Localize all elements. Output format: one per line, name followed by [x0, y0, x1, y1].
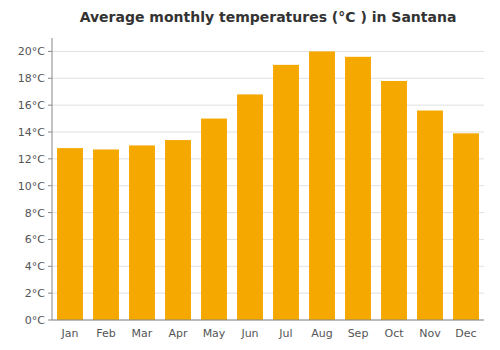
x-tick-label: Mar — [132, 327, 153, 340]
x-axis: Jan Feb Mar Apr May Jun Jul Aug Sep Oct Nov Dec — [52, 320, 484, 340]
y-tick — [48, 320, 52, 321]
bar — [273, 65, 299, 320]
y-tick-label: 18°C — [18, 72, 45, 85]
y-tick-label: 4°C — [25, 260, 45, 273]
y-tick — [48, 185, 52, 186]
grid-line — [52, 105, 484, 106]
bar — [201, 119, 227, 320]
y-tick — [48, 78, 52, 79]
bar — [129, 145, 155, 320]
y-axis: 0°C 2°C 4°C 6°C 8°C 10°C 12°C 14°C 16°C 18°C 20°C — [18, 38, 52, 327]
y-tick-label: 14°C — [18, 126, 45, 139]
x-tick-label: Jun — [240, 327, 258, 340]
bar — [237, 94, 263, 320]
x-axis-line — [52, 320, 484, 321]
y-tick-label: 0°C — [25, 314, 45, 327]
y-tick-label: 2°C — [25, 287, 45, 300]
y-tick — [48, 51, 52, 52]
y-axis-line — [52, 38, 53, 320]
x-tick-label: May — [203, 327, 226, 340]
y-tick — [48, 132, 52, 133]
grid — [52, 51, 484, 320]
x-tick-label: Sep — [348, 327, 369, 340]
bar — [309, 51, 335, 320]
chart-container: Average monthly temperatures (°C ) in Sa… — [0, 0, 500, 350]
bar — [345, 57, 371, 320]
y-tick — [48, 239, 52, 240]
y-tick-label: 10°C — [18, 180, 45, 193]
chart-svg: Average monthly temperatures (°C ) in Sa… — [0, 0, 500, 350]
bar — [453, 133, 479, 320]
bar — [381, 81, 407, 320]
y-tick-label: 8°C — [25, 207, 45, 220]
y-tick — [48, 105, 52, 106]
x-tick-label: Aug — [311, 327, 332, 340]
x-tick-label: Nov — [419, 327, 441, 340]
y-tick — [48, 212, 52, 213]
y-tick — [48, 158, 52, 159]
x-tick-label: Oct — [384, 327, 404, 340]
y-tick — [48, 293, 52, 294]
y-tick-label: 6°C — [25, 233, 45, 246]
grid-line — [52, 320, 484, 321]
grid-line — [52, 51, 484, 52]
chart-title: Average monthly temperatures (°C ) in Sa… — [80, 9, 457, 25]
bar — [417, 111, 443, 320]
x-tick-label: Jul — [278, 327, 292, 340]
x-tick-label: Feb — [96, 327, 115, 340]
y-tick — [48, 266, 52, 267]
x-tick-label: Dec — [455, 327, 476, 340]
bars — [57, 51, 479, 320]
bar — [165, 140, 191, 320]
x-tick-label: Jan — [61, 327, 79, 340]
x-tick-label: Apr — [168, 327, 188, 340]
y-tick-label: 20°C — [18, 45, 45, 58]
bar — [57, 148, 83, 320]
grid-line — [52, 78, 484, 79]
y-tick-label: 16°C — [18, 99, 45, 112]
bar — [93, 149, 119, 320]
y-tick-label: 12°C — [18, 153, 45, 166]
